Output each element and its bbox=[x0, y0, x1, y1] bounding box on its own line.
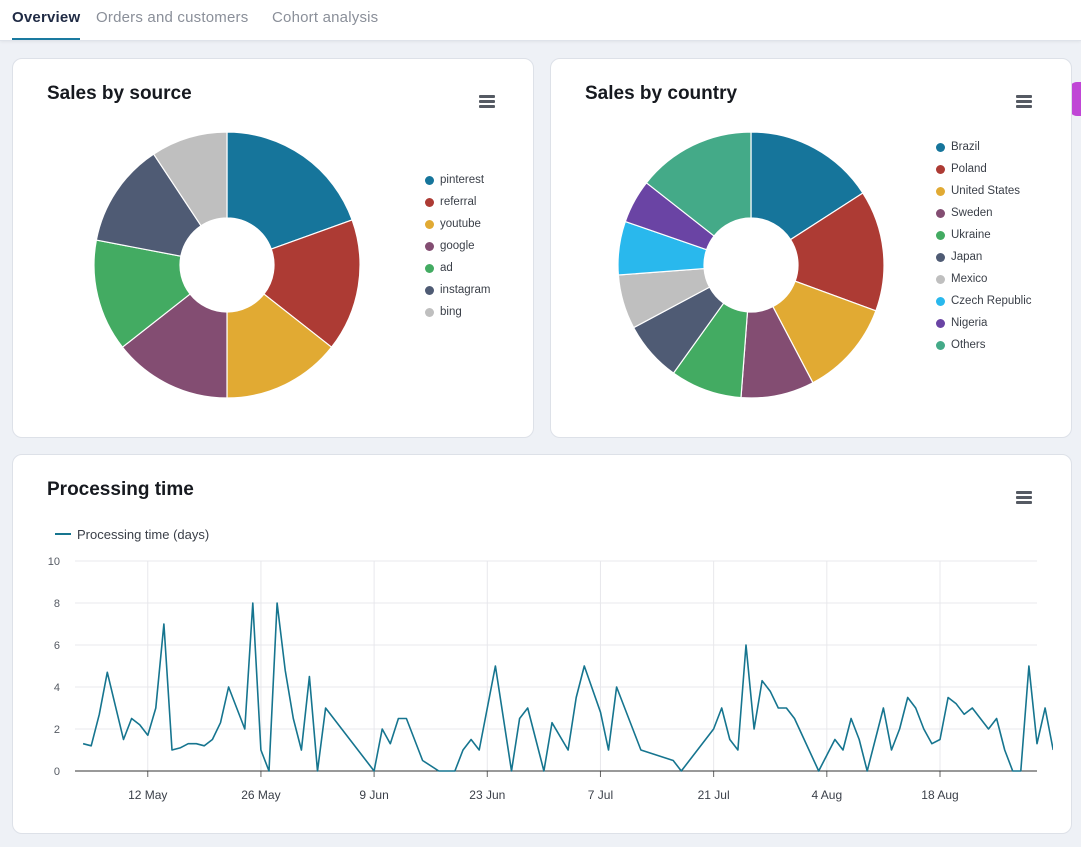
processing-time-card: Processing time Processing time (days) 0 2… bbox=[12, 454, 1072, 834]
legend-dot bbox=[425, 285, 434, 295]
x-tick-label: 7 Jul bbox=[588, 788, 613, 802]
legend-label: instagram bbox=[440, 284, 491, 296]
x-tick-label: 21 Jul bbox=[698, 788, 730, 802]
active-tab-indicator bbox=[12, 38, 80, 40]
legend-item-poland[interactable]: Poland bbox=[936, 158, 1032, 180]
legend-dot bbox=[936, 164, 945, 174]
legend-item-pinterest[interactable]: pinterest bbox=[425, 169, 491, 191]
legend-dot bbox=[936, 142, 945, 152]
legend-label: Japan bbox=[951, 251, 983, 263]
legend-label: Brazil bbox=[951, 141, 980, 153]
legend-item-ad[interactable]: ad bbox=[425, 257, 491, 279]
legend-label: referral bbox=[440, 196, 477, 208]
legend-item-bing[interactable]: bing bbox=[425, 301, 491, 323]
sales-by-country-card: Sales by country Brazil Poland United Stat… bbox=[550, 58, 1072, 438]
y-tick-label: 2 bbox=[54, 724, 60, 736]
y-tick-label: 0 bbox=[54, 766, 60, 778]
x-tick-label: 12 May bbox=[128, 788, 167, 802]
legend-dot bbox=[936, 296, 945, 306]
pie-slice-brazil[interactable] bbox=[750, 131, 864, 241]
y-tick-label: 4 bbox=[54, 682, 60, 694]
x-tick-label: 23 Jun bbox=[469, 788, 505, 802]
legend-item-brazil[interactable]: Brazil bbox=[936, 136, 1032, 158]
legend-label: United States bbox=[951, 185, 1021, 197]
legend-label: Mexico bbox=[951, 273, 988, 285]
legend-item-sweden[interactable]: Sweden bbox=[936, 202, 1032, 224]
tab-overview[interactable]: Overview bbox=[12, 9, 81, 26]
legend-dot bbox=[425, 175, 434, 185]
tab-cohort-analysis[interactable]: Cohort analysis bbox=[272, 9, 379, 26]
legend-item-united-states[interactable]: United States bbox=[936, 180, 1032, 202]
legend-dot bbox=[936, 252, 945, 262]
legend-item-nigeria[interactable]: Nigeria bbox=[936, 312, 1032, 334]
legend-dot bbox=[936, 208, 945, 218]
legend-label: Nigeria bbox=[951, 317, 988, 329]
legend-item-mexico[interactable]: Mexico bbox=[936, 268, 1032, 290]
hamburger-menu-icon[interactable] bbox=[1016, 491, 1032, 504]
pie-slice-instagram[interactable] bbox=[95, 153, 202, 257]
y-tick-label: 6 bbox=[54, 640, 60, 652]
processing-time-title: Processing time bbox=[47, 479, 194, 500]
x-tick-label: 18 Aug bbox=[921, 788, 958, 802]
legend-item-others[interactable]: Others bbox=[936, 334, 1032, 356]
legend-dot bbox=[425, 263, 434, 273]
legend-label: Sweden bbox=[951, 207, 993, 219]
sales-by-country-title: Sales by country bbox=[585, 83, 738, 104]
y-tick-label: 8 bbox=[54, 598, 60, 610]
sales-by-source-legend: pinterest referral youtube google ad instagra… bbox=[425, 169, 491, 323]
legend-label: pinterest bbox=[440, 174, 485, 186]
legend-label: Others bbox=[951, 339, 986, 351]
legend-item-czech-republic[interactable]: Czech Republic bbox=[936, 290, 1032, 312]
legend-label: Poland bbox=[951, 163, 987, 175]
y-tick-label: 10 bbox=[48, 556, 60, 568]
legend-label: youtube bbox=[440, 218, 481, 230]
legend-dot bbox=[936, 340, 945, 350]
legend-label: Czech Republic bbox=[951, 295, 1032, 307]
x-tick-label: 9 Jun bbox=[359, 788, 388, 802]
sales-by-source-title: Sales by source bbox=[47, 83, 192, 104]
legend-item-japan[interactable]: Japan bbox=[936, 246, 1032, 268]
legend-dot bbox=[936, 274, 945, 284]
sales-by-source-pie bbox=[93, 131, 361, 399]
legend-item-instagram[interactable]: instagram bbox=[425, 279, 491, 301]
legend-dot bbox=[936, 230, 945, 240]
pie-slice-youtube[interactable] bbox=[226, 293, 333, 399]
pie-slice-others[interactable] bbox=[645, 131, 752, 237]
x-tick-label: 26 May bbox=[241, 788, 280, 802]
legend-item-google[interactable]: google bbox=[425, 235, 491, 257]
legend-item-youtube[interactable]: youtube bbox=[425, 213, 491, 235]
legend-dot bbox=[936, 186, 945, 196]
legend-label: Ukraine bbox=[951, 229, 991, 241]
x-tick-label: 4 Aug bbox=[811, 788, 842, 802]
legend-dot bbox=[936, 318, 945, 328]
sales-by-country-legend: Brazil Poland United States Sweden Ukraine Ja… bbox=[936, 136, 1032, 356]
hamburger-menu-icon[interactable] bbox=[1016, 95, 1032, 108]
legend-dot bbox=[425, 241, 434, 251]
tab-bar: Overview Orders and customers Cohort ana… bbox=[0, 0, 1081, 41]
series-line-processing-time[interactable] bbox=[82, 602, 1053, 772]
hamburger-menu-icon[interactable] bbox=[479, 95, 495, 108]
pie-slice-google[interactable] bbox=[121, 293, 228, 399]
legend-label: Processing time (days) bbox=[77, 527, 209, 542]
sales-by-country-pie bbox=[617, 131, 885, 399]
legend-label: ad bbox=[440, 262, 453, 274]
pie-slice-bing[interactable] bbox=[152, 131, 228, 227]
sales-by-source-card: Sales by source pinterest referral youtube… bbox=[12, 58, 534, 438]
tab-orders-and-customers[interactable]: Orders and customers bbox=[96, 9, 249, 26]
legend-label: bing bbox=[440, 306, 462, 318]
processing-time-line-chart: Processing time (days) 0 2 4 6 8 10 12 May 26 Ma… bbox=[48, 527, 1053, 802]
legend-item-ukraine[interactable]: Ukraine bbox=[936, 224, 1032, 246]
legend-dot bbox=[425, 197, 434, 207]
legend-item-referral[interactable]: referral bbox=[425, 191, 491, 213]
pie-slice-poland[interactable] bbox=[789, 192, 885, 312]
legend-dot bbox=[425, 219, 434, 229]
pie-slice-referral[interactable] bbox=[263, 219, 361, 349]
pie-slice-pinterest[interactable] bbox=[226, 131, 353, 250]
legend-label: google bbox=[440, 240, 475, 252]
legend-dot bbox=[425, 307, 434, 317]
line-legend[interactable]: Processing time (days) bbox=[55, 527, 209, 542]
feedback-side-tab[interactable] bbox=[1069, 82, 1081, 116]
